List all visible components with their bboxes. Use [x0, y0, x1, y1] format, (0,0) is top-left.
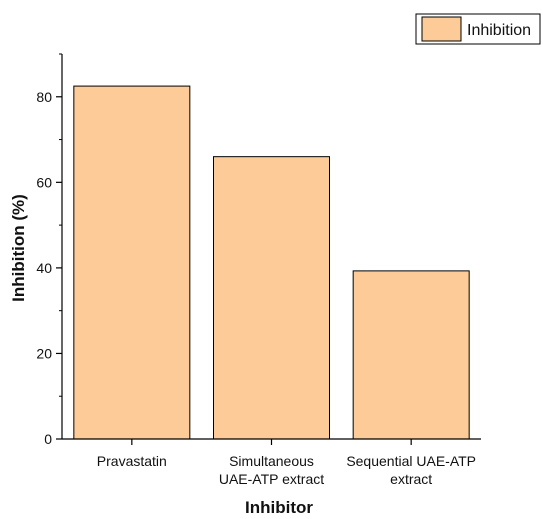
y-axis-title: Inhibition (%) [9, 194, 28, 302]
x-tick-label-line: Sequential UAE-ATP [346, 453, 476, 469]
x-tick-label-2: Sequential UAE-ATP extract [346, 453, 476, 487]
legend-label: Inhibition [467, 22, 531, 39]
x-tick-label-0: Pravastatin [97, 453, 167, 469]
y-tick-label-20: 20 [36, 345, 52, 361]
bar-2 [352, 270, 470, 440]
x-axis-title: Inhibitor [245, 498, 313, 517]
axes-group: 0 20 40 60 80 Pravastatin Simultaneous UAE-ATP … [36, 53, 481, 487]
y-tick-label-40: 40 [36, 260, 52, 276]
y-tick-label-80: 80 [36, 89, 52, 105]
bars-group [73, 85, 470, 440]
x-tick-label-line: extract [390, 471, 432, 487]
x-tick-label-line: Simultaneous [229, 453, 314, 469]
bar-1 [213, 156, 330, 440]
y-tick-label-0: 0 [44, 431, 52, 447]
x-tick-label-1: Simultaneous UAE-ATP extract [219, 453, 324, 487]
bar-0 [73, 85, 191, 440]
x-tick-label-line: Pravastatin [97, 453, 167, 469]
legend-swatch [421, 16, 462, 42]
y-tick-label-60: 60 [36, 174, 52, 190]
legend: Inhibition [415, 13, 541, 45]
x-tick-label-line: UAE-ATP extract [219, 471, 324, 487]
